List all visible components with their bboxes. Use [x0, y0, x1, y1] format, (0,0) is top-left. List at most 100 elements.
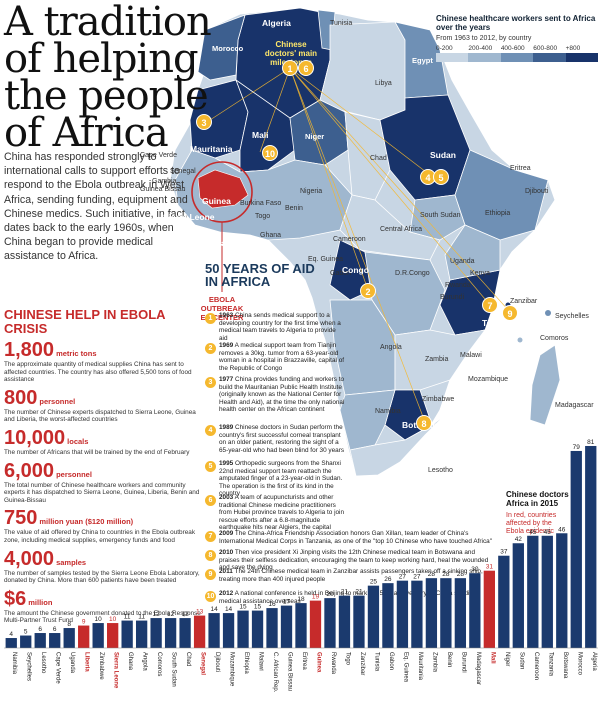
bar — [556, 533, 568, 648]
aid-description: A team of acupuncturists and other tradi… — [219, 494, 345, 531]
bar — [78, 625, 90, 648]
legend-title: Chinese healthcare workers sent to Afric… — [436, 14, 596, 32]
stat-unit: personnel — [56, 469, 92, 479]
legend-item: 0-200 — [436, 45, 469, 62]
bar-value-label: 16 — [268, 601, 276, 608]
aid-year: 1977 — [219, 376, 234, 383]
country-label: Eritrea — [510, 165, 531, 172]
country-label: Malawi — [460, 352, 482, 359]
bar-value-label: 31 — [486, 564, 494, 571]
bar — [309, 600, 322, 648]
milestone-marker: 6 — [298, 60, 314, 76]
aid-year: 1995 — [219, 460, 234, 467]
bar-category-label: Benin — [446, 652, 452, 667]
bar-category-label: Djibouti — [214, 652, 220, 672]
bar-category-label: Algeria — [591, 652, 597, 671]
legend-item: 200-400 — [468, 45, 501, 62]
country-label: Zanzibar — [510, 298, 538, 305]
bar — [251, 610, 264, 648]
bar-value-label: 11 — [138, 614, 145, 621]
bar — [63, 628, 75, 648]
aid-description: A medical support team from Tianjin remo… — [219, 342, 345, 372]
milestone-marker: 9 — [502, 305, 518, 321]
stat-number: $6 — [4, 587, 27, 610]
region-south-sudan — [409, 194, 466, 241]
country-label: Senegal — [170, 168, 196, 175]
bar-value-label: 21 — [341, 589, 349, 596]
bar — [367, 585, 380, 648]
ebola-stat: $6 million The amount the Chinese governme… — [4, 589, 204, 625]
bar-value-label: 28 — [457, 571, 465, 578]
bar-category-label: South Sudan — [171, 652, 177, 687]
stat-description: The value of aid offered by China to cou… — [4, 529, 196, 544]
bar-value-label: 19 — [312, 594, 320, 601]
bar-value-label: 25 — [370, 579, 378, 586]
stat-number: 4,000 — [4, 547, 55, 570]
country-label: Guinea Bissau — [140, 186, 186, 193]
bar — [280, 605, 293, 648]
bar-category-label: Madagascar — [475, 652, 481, 685]
country-label: Burkina Faso — [240, 200, 282, 207]
bar — [92, 623, 104, 648]
ebola-stat: 6,000 personnel The total number of Chines… — [4, 461, 204, 505]
stat-number: 6,000 — [4, 459, 55, 482]
bar — [541, 535, 553, 648]
bar — [49, 633, 61, 648]
ebola-stat: 4,000 samples The number of samples tested… — [4, 549, 204, 585]
bar-value-label: 11 — [124, 614, 131, 621]
country-label: Angola — [380, 344, 402, 351]
aid-number-badge: 7 — [205, 531, 216, 542]
stat-unit: million yuan ($120 million) — [39, 517, 134, 527]
country-label: Egypt — [412, 56, 433, 65]
legend-swatch — [565, 53, 599, 62]
doctors-chart-title: Chinese doctors in Africa in 2015 — [506, 490, 579, 508]
ebola-stat: 10,000 locals The number of Africans that … — [4, 428, 204, 457]
stat-description: The number of Chinese experts dispatched… — [4, 408, 196, 424]
country-label: Nigeria — [300, 188, 323, 195]
aid-number-badge: 4 — [205, 425, 216, 436]
stat-description: The amount the Chinese government donate… — [4, 609, 201, 625]
bar-category-label: Cape Verde — [55, 652, 61, 684]
aid-text: 1995 Orthopedic surgeons from the Shanxi… — [219, 460, 345, 498]
country-label: Cameroon — [333, 236, 366, 243]
aid-number-badge: 5 — [205, 461, 216, 472]
country-label: Central Africa — [380, 226, 423, 233]
bar — [266, 608, 278, 648]
legend-item: +800 — [565, 45, 599, 62]
aid-description: Orthopedic surgeons from the Shanxi 22nd… — [219, 460, 343, 497]
bar — [570, 450, 582, 648]
milestone-marker: 8 — [416, 415, 432, 431]
region-kenya — [444, 224, 501, 281]
aid-timeline-item: 8 2010 Then vice president Xi Jinping vis… — [205, 549, 495, 572]
bar — [34, 633, 46, 648]
country-label: Ghana — [260, 232, 282, 239]
bar-category-label: Angola — [142, 652, 148, 671]
aid-timeline-item: 5 1995 Orthopedic surgeons from the Shanx… — [205, 460, 345, 498]
bar-value-label: 37 — [500, 549, 508, 556]
bar-value-label: 6 — [53, 626, 57, 633]
aid-year: 2009 — [219, 530, 234, 537]
aid-number-badge: 8 — [205, 550, 216, 561]
bar-value-label: 81 — [587, 439, 595, 446]
bar — [454, 578, 467, 648]
aid-year: 2012 — [219, 590, 234, 597]
bar-category-label: Eritrea — [301, 652, 307, 670]
region-madagascar — [529, 344, 561, 426]
country-label: Benin — [285, 205, 303, 212]
aid-text: 2003 A team of acupuncturists and other … — [219, 494, 345, 532]
bar-category-label: Ethiopia — [243, 652, 249, 674]
country-label: Zambia — [425, 356, 449, 363]
stat-description: The approximate quantity of medical supp… — [4, 361, 192, 384]
country-label: Tunisia — [330, 20, 353, 27]
bar — [338, 595, 351, 648]
aid-text: 1977 China provides funding and workers … — [219, 376, 345, 414]
country-label: Zimbabwe — [422, 396, 455, 403]
bar — [5, 638, 17, 648]
region-south — [349, 414, 446, 477]
legend-range-label: +800 — [565, 45, 581, 52]
aid-number-badge: 6 — [205, 495, 216, 506]
bar-value-label: 14 — [225, 606, 233, 613]
legend-subtitle: From 1963 to 2012, by country — [436, 35, 532, 42]
legend-scale: 0-200 200-400 400-600 600-800 +800 — [436, 45, 599, 62]
